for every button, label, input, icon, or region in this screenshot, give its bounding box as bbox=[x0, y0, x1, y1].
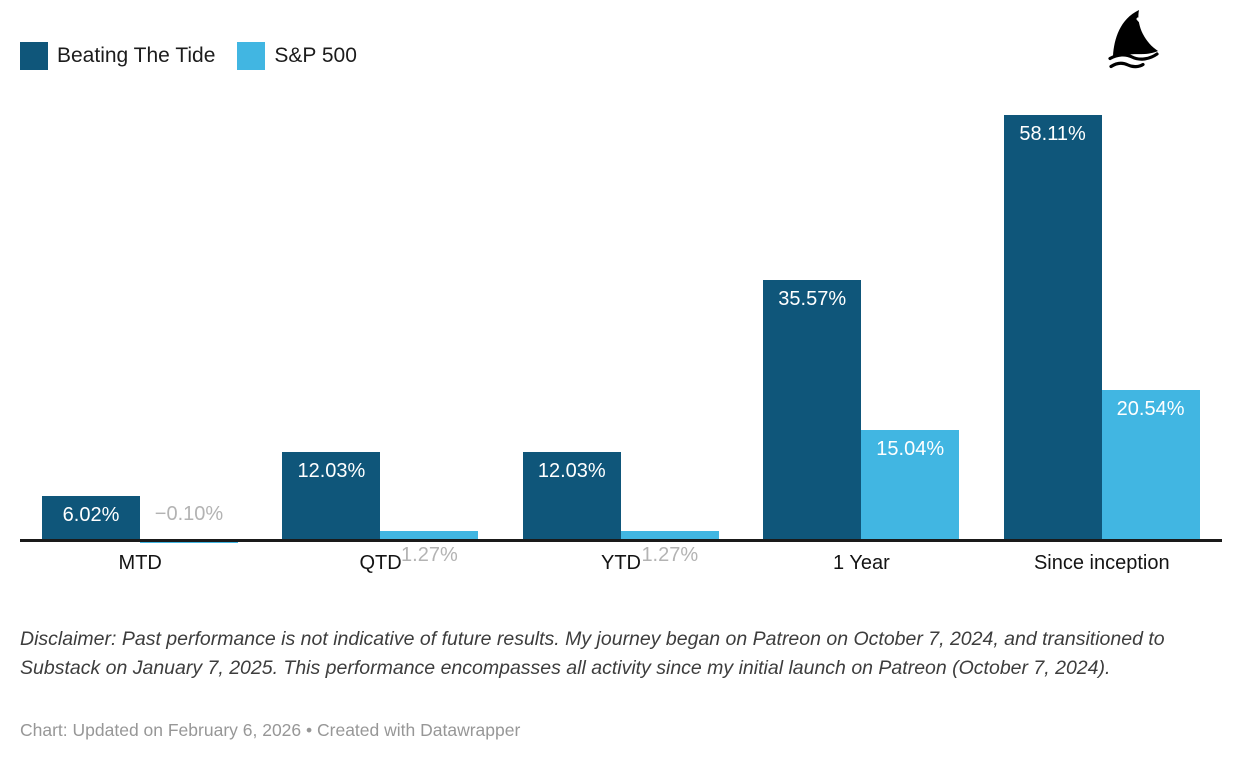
bar-value-label-s-p-500-1-year: 15.04% bbox=[876, 438, 945, 460]
disclaimer-text: Disclaimer: Past performance is not indi… bbox=[20, 628, 1165, 679]
bar-value-label-beating-the-tide-qtd: 12.03% bbox=[297, 460, 366, 483]
x-axis-label-ytd: YTD bbox=[600, 552, 641, 574]
bar-chart: 6.02% −0.10% MTD 12.03% 1.27% QTD 12.03% 1.27% Y… bbox=[20, 115, 1222, 574]
bar-s-p-500-ytd bbox=[620, 530, 719, 540]
legend-label-beating-the-tide: Beating The Tide bbox=[57, 44, 216, 67]
bar-beating-the-tide-qtd: 12.03% bbox=[282, 452, 381, 540]
legend-item-sp500: S&P 500 bbox=[237, 42, 357, 70]
bar-s-p-500-qtd bbox=[380, 530, 479, 540]
bar-beating-the-tide-1-year: 35.57% bbox=[763, 279, 862, 540]
bar-s-p-500-1-year: 15.04% bbox=[861, 430, 960, 540]
legend-swatch-beating-the-tide bbox=[20, 42, 48, 70]
bar-value-label-s-p-500-qtd: 1.27% bbox=[401, 544, 458, 566]
credit-text: Chart: Updated on February 6, 2026 • Cre… bbox=[20, 720, 521, 740]
bar-value-label-beating-the-tide-ytd: 12.03% bbox=[537, 460, 606, 483]
bar-value-label-beating-the-tide-1-year: 35.57% bbox=[778, 287, 847, 310]
x-axis-label-since-inception: Since inception bbox=[1033, 552, 1170, 574]
legend: Beating The Tide S&P 500 bbox=[20, 42, 357, 70]
bar-value-label-s-p-500-mtd: −0.10% bbox=[154, 503, 224, 525]
bar-s-p-500-since-inception: 20.54% bbox=[1101, 389, 1200, 540]
legend-item-beating-the-tide: Beating The Tide bbox=[20, 42, 215, 70]
x-axis-label-mtd: MTD bbox=[118, 552, 162, 574]
bar-beating-the-tide-mtd: 6.02% bbox=[42, 495, 140, 540]
x-axis-label-qtd: QTD bbox=[359, 552, 402, 574]
legend-label-sp500: S&P 500 bbox=[274, 44, 357, 67]
bar-value-label-beating-the-tide-mtd: 6.02% bbox=[62, 503, 120, 526]
bar-value-label-s-p-500-ytd: 1.27% bbox=[641, 544, 699, 566]
bar-s-p-500-mtd bbox=[140, 542, 238, 543]
x-axis-line bbox=[20, 539, 1222, 542]
legend-swatch-sp500 bbox=[237, 42, 266, 70]
shark-fin-icon bbox=[1101, 5, 1165, 71]
bar-beating-the-tide-ytd: 12.03% bbox=[522, 452, 621, 540]
bar-value-label-beating-the-tide-since-inception: 58.11% bbox=[1019, 123, 1086, 145]
bar-beating-the-tide-since-inception: 58.11% bbox=[1003, 115, 1102, 540]
bar-value-label-s-p-500-since-inception: 20.54% bbox=[1116, 397, 1185, 420]
x-axis-label-1-year: 1 Year bbox=[833, 552, 890, 574]
